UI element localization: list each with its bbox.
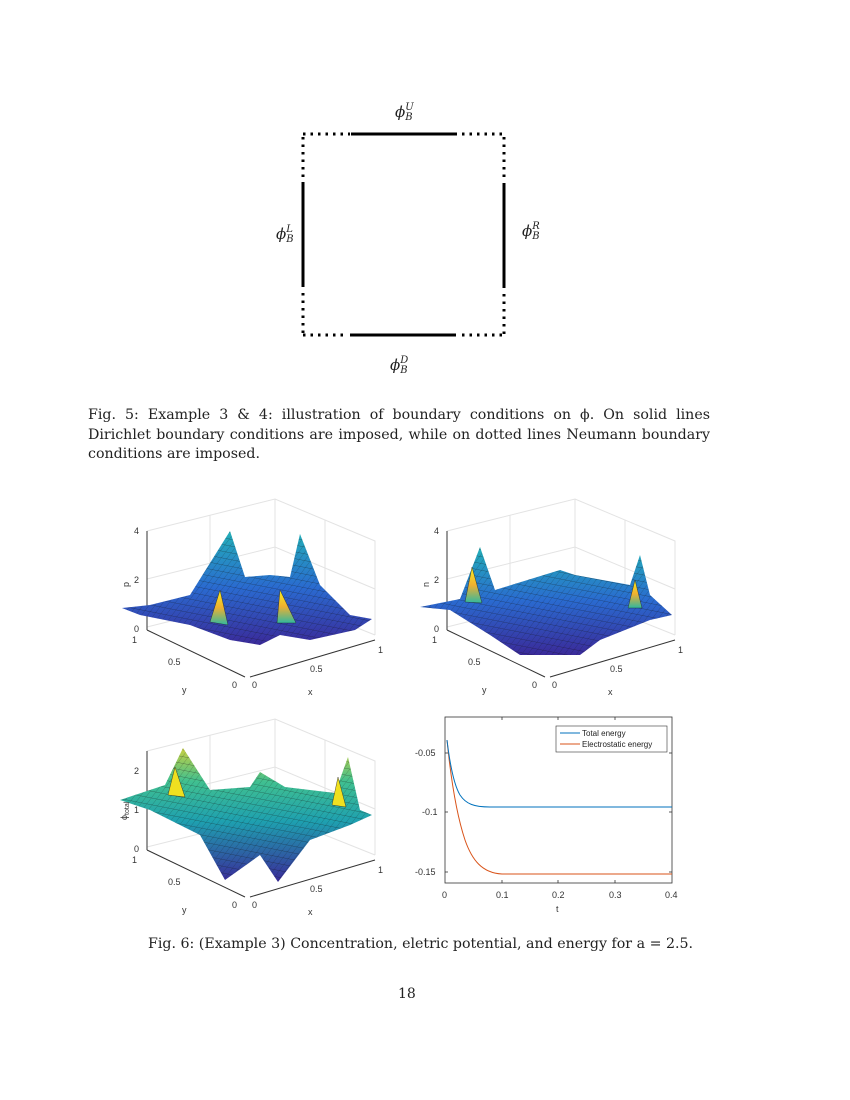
svg-text:p: p bbox=[121, 582, 131, 587]
svg-text:0.1: 0.1 bbox=[496, 890, 509, 900]
svg-text:x: x bbox=[308, 687, 313, 697]
svg-text:1: 1 bbox=[378, 645, 383, 655]
fig5-diagram bbox=[290, 95, 550, 385]
svg-text:-0.15: -0.15 bbox=[415, 867, 436, 877]
svg-text:0: 0 bbox=[552, 680, 557, 690]
svg-text:2: 2 bbox=[134, 575, 139, 585]
svg-text:0: 0 bbox=[252, 900, 257, 910]
svg-text:t: t bbox=[556, 904, 559, 914]
svg-text:y: y bbox=[482, 685, 487, 695]
svg-text:0.5: 0.5 bbox=[168, 877, 181, 887]
page-number: 18 bbox=[398, 986, 416, 1002]
svg-text:Electrostatic energy: Electrostatic energy bbox=[582, 740, 652, 749]
svg-text:2: 2 bbox=[434, 575, 439, 585]
svg-text:0: 0 bbox=[532, 680, 537, 690]
svg-text:1: 1 bbox=[432, 635, 437, 645]
svg-text:1: 1 bbox=[134, 805, 139, 815]
svg-text:1: 1 bbox=[678, 645, 683, 655]
svg-text:0.5: 0.5 bbox=[610, 664, 623, 674]
svg-text:-0.1: -0.1 bbox=[422, 807, 438, 817]
svg-text:4: 4 bbox=[134, 526, 139, 536]
svg-text:0: 0 bbox=[434, 624, 439, 634]
svg-text:0: 0 bbox=[442, 890, 447, 900]
svg-text:x: x bbox=[608, 687, 613, 697]
svg-text:1: 1 bbox=[132, 635, 137, 645]
svg-text:0.4: 0.4 bbox=[665, 890, 678, 900]
svg-text:y: y bbox=[182, 685, 187, 695]
boundary-box bbox=[301, 132, 506, 337]
svg-text:0.5: 0.5 bbox=[310, 884, 323, 894]
svg-text:2: 2 bbox=[134, 766, 139, 776]
svg-text:y: y bbox=[182, 905, 187, 915]
svg-text:0: 0 bbox=[232, 680, 237, 690]
svg-text:4: 4 bbox=[434, 526, 439, 536]
svg-text:0.5: 0.5 bbox=[168, 657, 181, 667]
svg-text:ϕtotal: ϕtotal bbox=[119, 801, 131, 820]
surface-plot-p: 4 2 0 1 0.5 0 0 0.5 1 y x p bbox=[110, 495, 400, 705]
svg-text:0: 0 bbox=[232, 900, 237, 910]
svg-text:1: 1 bbox=[378, 865, 383, 875]
svg-text:-0.05: -0.05 bbox=[415, 748, 436, 758]
svg-text:0.5: 0.5 bbox=[468, 657, 481, 667]
surface-plot-n: 4 2 0 1 0.5 0 0 0.5 1 y x n bbox=[410, 495, 700, 705]
svg-text:0: 0 bbox=[134, 624, 139, 634]
svg-text:0: 0 bbox=[134, 844, 139, 854]
svg-text:0.5: 0.5 bbox=[310, 664, 323, 674]
svg-text:0: 0 bbox=[252, 680, 257, 690]
svg-text:n: n bbox=[421, 582, 431, 587]
energy-line-chart: Total energy Electrostatic energy -0.05 -… bbox=[410, 710, 690, 920]
svg-text:1: 1 bbox=[132, 855, 137, 865]
svg-text:x: x bbox=[308, 907, 313, 917]
fig5-caption: Fig. 5: Example 3 & 4: illustration of b… bbox=[88, 407, 710, 462]
fig6-caption: Fig. 6: (Example 3) Concentration, eletr… bbox=[148, 936, 694, 952]
svg-text:Total energy: Total energy bbox=[582, 729, 626, 738]
svg-text:0.2: 0.2 bbox=[552, 890, 565, 900]
svg-text:0.3: 0.3 bbox=[609, 890, 622, 900]
